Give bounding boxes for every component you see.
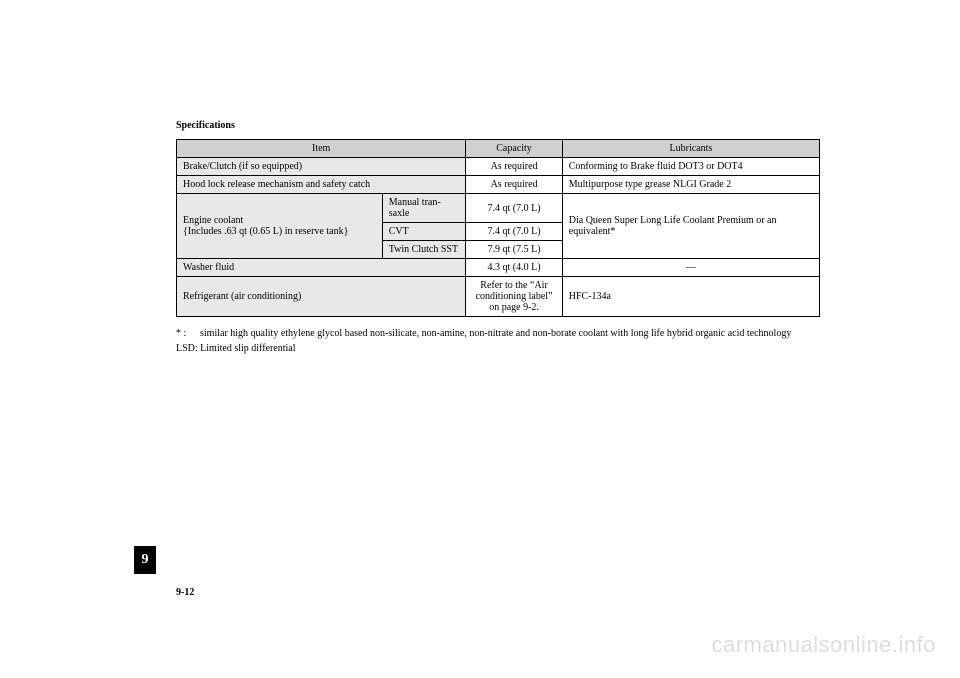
cell-capacity: 7.4 qt (7.0 L) <box>466 194 562 223</box>
chapter-tab: 9 <box>134 546 156 574</box>
cell-item: Brake/Clutch (if so equipped) <box>177 158 466 176</box>
cell-capacity: 4.3 qt (4.0 L) <box>466 259 562 277</box>
cell-capacity: 7.4 qt (7.0 L) <box>466 223 562 241</box>
specifications-table: Item Capacity Lubricants Brake/Clutch (i… <box>176 139 820 317</box>
cell-lubricants: Multipurpose type grease NLGI Grade 2 <box>562 176 819 194</box>
table-row: Washer fluid 4.3 qt (4.0 L) — <box>177 259 820 277</box>
cell-capacity: Refer to the “Air conditioning label” on… <box>466 277 562 317</box>
cell-item: Hood lock release mechanism and safety c… <box>177 176 466 194</box>
watermark: carmanualsonline.info <box>711 632 936 658</box>
lsd-note: LSD: Limited slip differential <box>176 343 820 354</box>
cell-subtype: Manual tran-saxle <box>382 194 466 223</box>
cell-capacity: 7.9 qt (7.5 L) <box>466 241 562 259</box>
header-capacity: Capacity <box>466 140 562 158</box>
cell-lubricants: Dia Queen Super Long Life Coolant Premiu… <box>562 194 819 259</box>
cell-item: Washer fluid <box>177 259 466 277</box>
cell-capacity: As required <box>466 176 562 194</box>
header-item: Item <box>177 140 466 158</box>
coolant-line1: Engine coolant <box>183 215 243 226</box>
section-title: Specifications <box>176 120 820 131</box>
table-header-row: Item Capacity Lubricants <box>177 140 820 158</box>
footnote-text: similar high quality ethylene glycol bas… <box>200 327 791 340</box>
table-row: Brake/Clutch (if so equipped) As require… <box>177 158 820 176</box>
table-row: Refrigerant (air conditioning) Refer to … <box>177 277 820 317</box>
cell-item-coolant: Engine coolant {Includes .63 qt (0.65 L)… <box>177 194 383 259</box>
table-row: Engine coolant {Includes .63 qt (0.65 L)… <box>177 194 820 223</box>
cell-lubricants: Conforming to Brake fluid DOT3 or DOT4 <box>562 158 819 176</box>
footnote: * : similar high quality ethylene glycol… <box>176 327 820 340</box>
cell-lubricants: — <box>562 259 819 277</box>
footnote-label: * : <box>176 327 200 340</box>
page-number: 9-12 <box>176 587 194 598</box>
cell-subtype: CVT <box>382 223 466 241</box>
cell-lubricants: HFC-134a <box>562 277 819 317</box>
cell-capacity: As required <box>466 158 562 176</box>
cell-subtype: Twin Clutch SST <box>382 241 466 259</box>
coolant-line2: {Includes .63 qt (0.65 L) in reserve tan… <box>183 226 348 237</box>
header-lubricants: Lubricants <box>562 140 819 158</box>
cell-item: Refrigerant (air conditioning) <box>177 277 466 317</box>
table-row: Hood lock release mechanism and safety c… <box>177 176 820 194</box>
